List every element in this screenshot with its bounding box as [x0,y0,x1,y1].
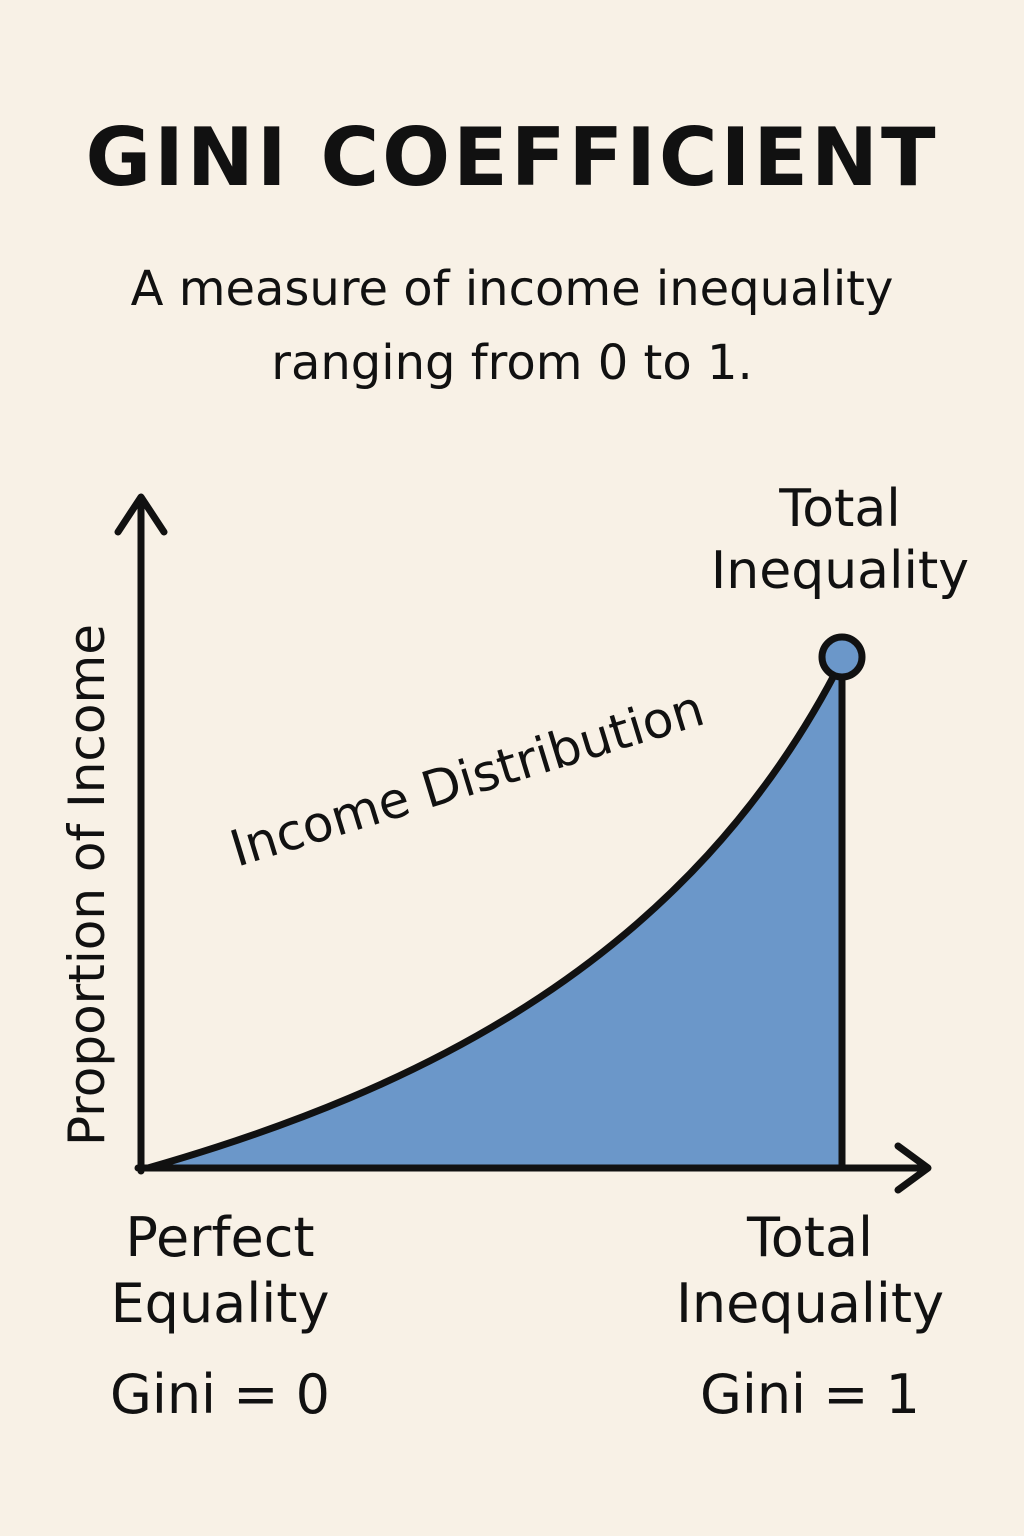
perfect-equality-line-2: Equality [110,1272,330,1335]
total-inequality-point [818,633,866,681]
x-axis-arrowhead [894,1142,932,1194]
total-inequality-line-1: Total [746,1206,874,1269]
y-axis-label: Proportion of Income [58,624,116,1146]
perfect-equality-line-1: Perfect [125,1206,315,1269]
curve-label: Income Distribution [224,679,711,878]
total-inequality-line-2: Inequality [675,1272,945,1335]
top-right-label-line-2: Inequality [710,541,970,601]
gini-one-label: Gini = 1 [699,1363,920,1426]
page-title: GINI COEFFICIENT [85,111,939,204]
distribution-curve [144,656,846,1172]
gini-zero-label: Gini = 0 [109,1363,330,1426]
subtitle: A measure of income inequality ranging f… [60,252,964,400]
inequality-area [148,660,842,1168]
subtitle-line-2: ranging from 0 to 1. [271,335,753,391]
perfect-equality-label: Perfect Equality [60,1205,380,1337]
total-inequality-label: Total Inequality [660,1205,960,1337]
top-right-label-line-1: Total [779,479,901,539]
top-right-label: Total Inequality [690,478,990,602]
y-axis-arrowhead [114,493,168,536]
subtitle-line-1: A measure of income inequality [130,261,894,317]
